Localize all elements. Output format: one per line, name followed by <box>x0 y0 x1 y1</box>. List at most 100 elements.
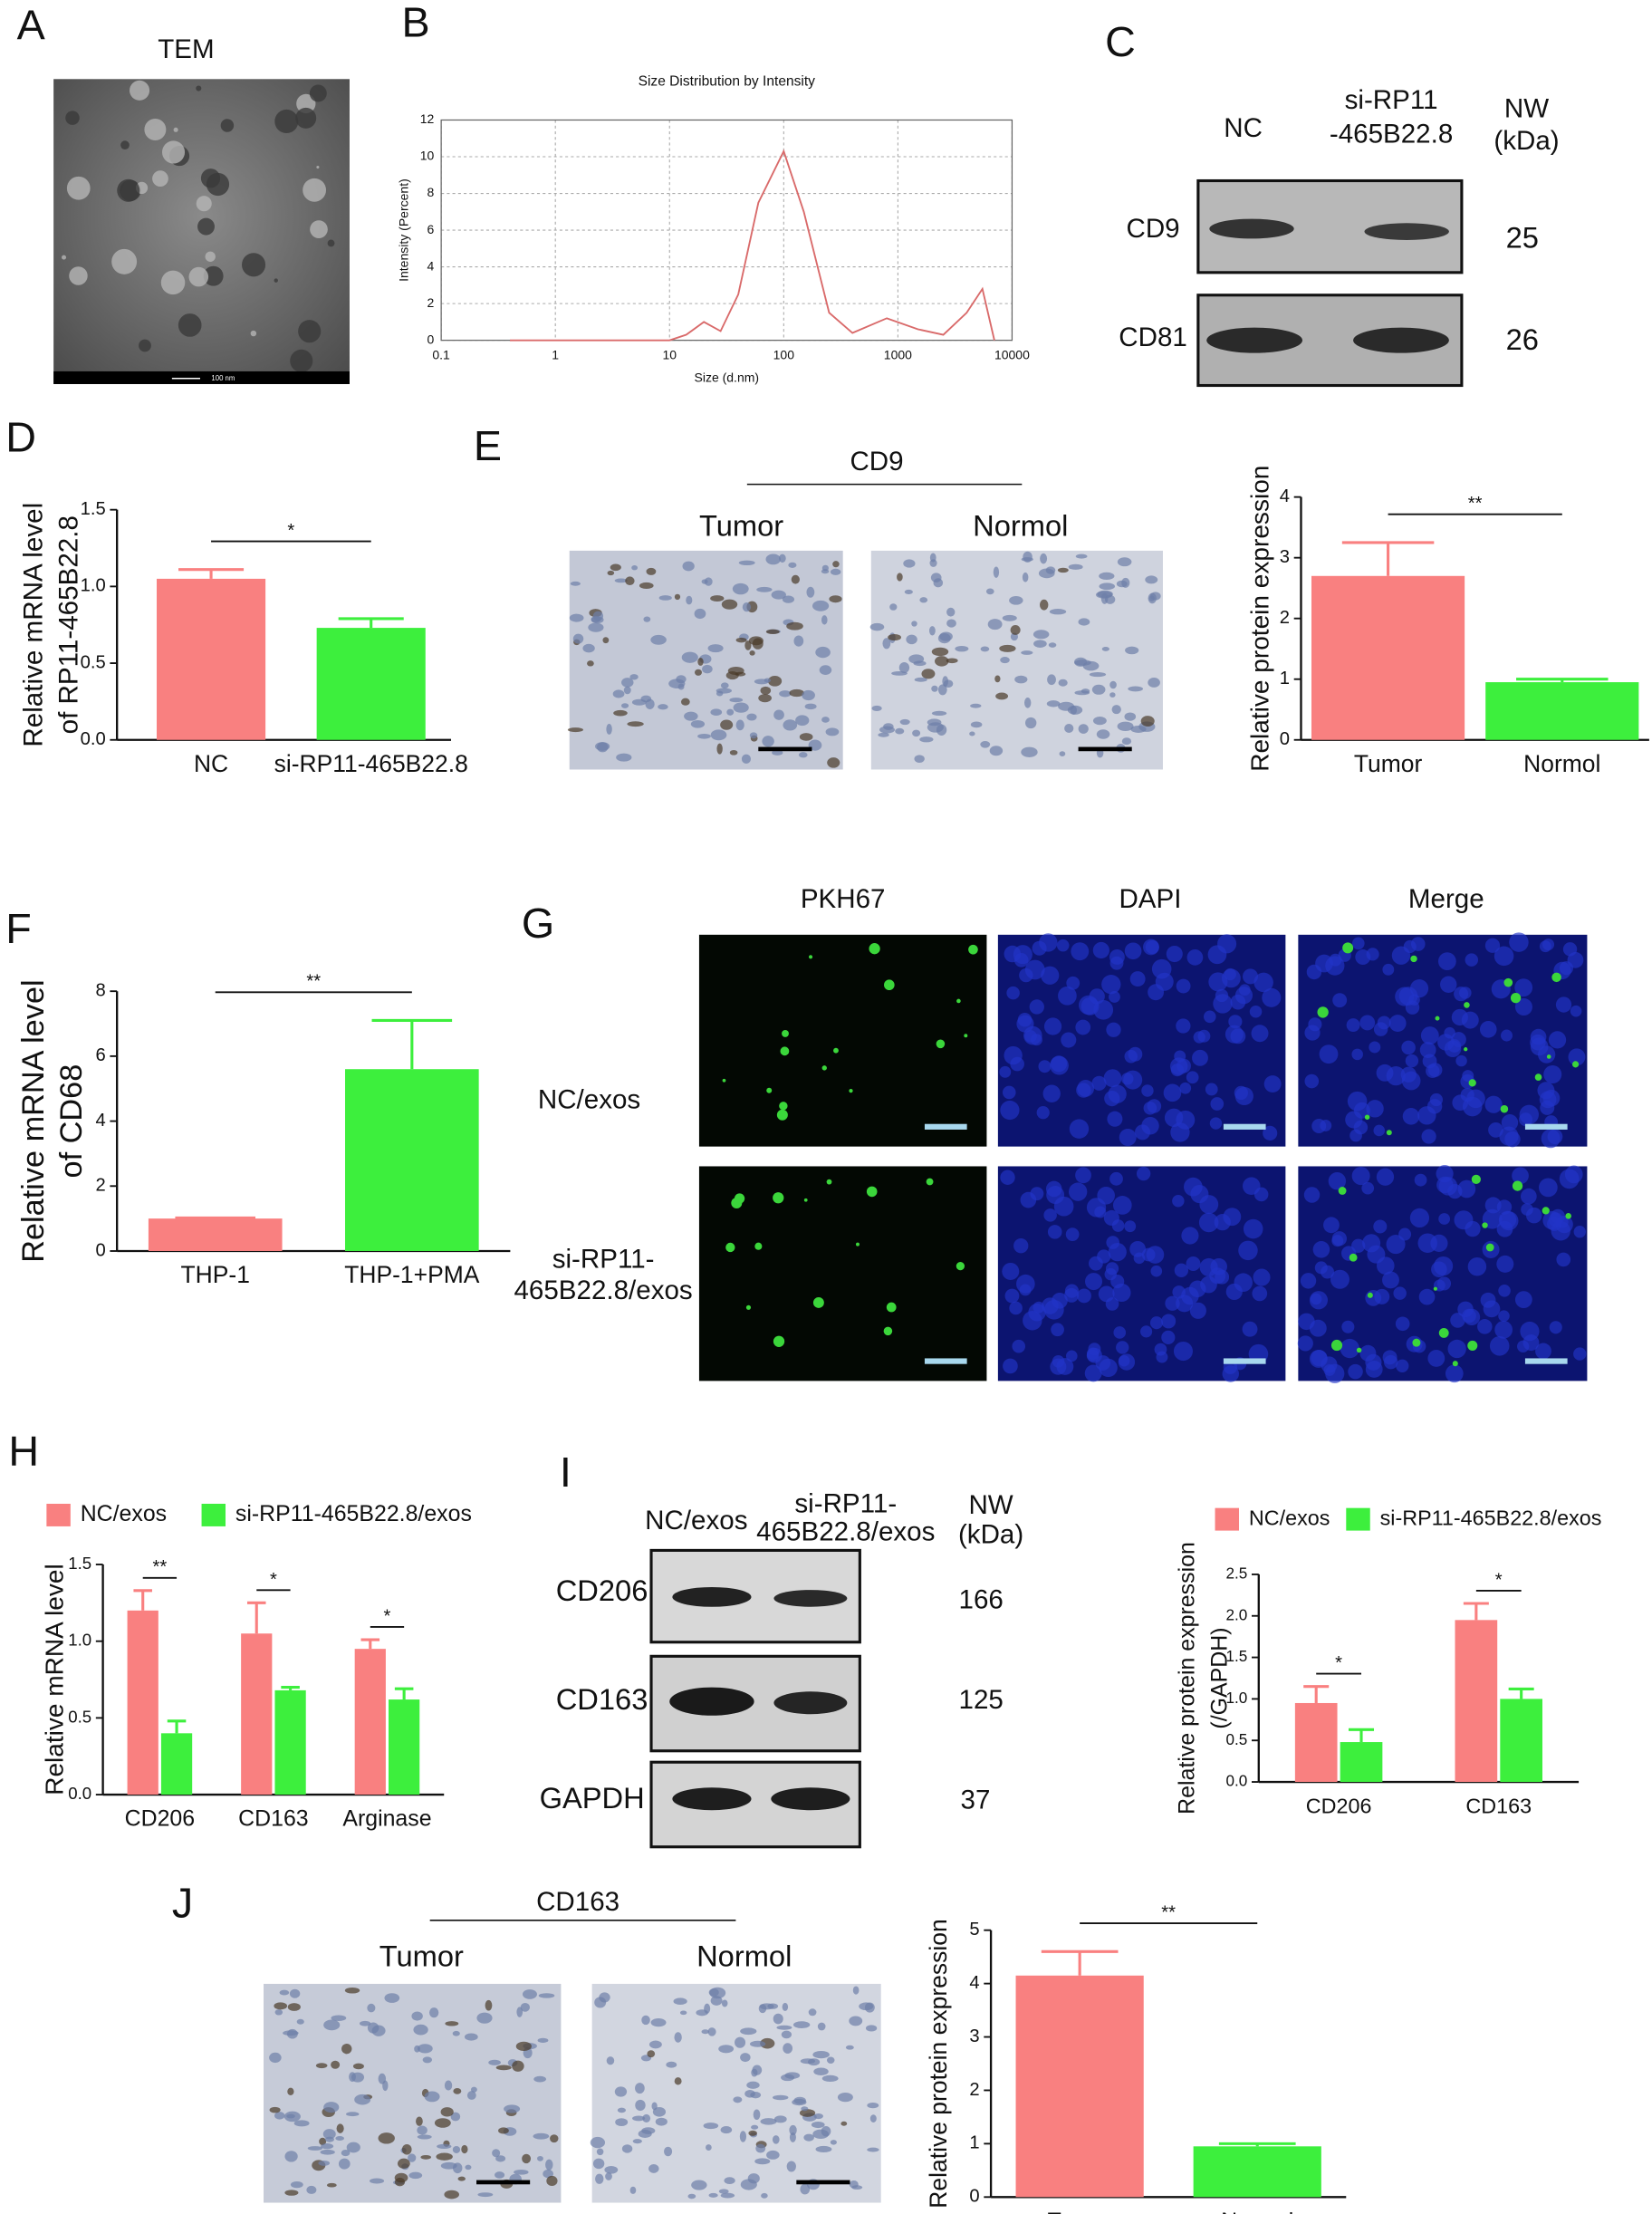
panel-label: J <box>172 1880 193 1927</box>
cell <box>570 581 581 586</box>
error-bar <box>1349 1728 1375 1743</box>
cell <box>767 2003 779 2009</box>
exosome-signal <box>1482 1222 1488 1228</box>
x-tick-label: Arginase <box>342 1806 431 1832</box>
blot-band <box>1364 223 1449 240</box>
tem-particle <box>327 239 335 247</box>
nucleus <box>1105 1262 1119 1275</box>
bar <box>127 1610 158 1795</box>
cell <box>369 2178 385 2184</box>
nucleus <box>1483 1300 1501 1318</box>
cell <box>341 2044 352 2055</box>
cell <box>994 675 1001 683</box>
nucleus <box>1238 984 1251 996</box>
cell <box>1148 678 1160 688</box>
image-column: Tumor <box>379 1940 464 1973</box>
cell <box>766 2150 780 2160</box>
cell <box>354 2094 371 2105</box>
cell <box>738 560 755 565</box>
nucleus <box>1479 1021 1497 1038</box>
cell <box>701 579 708 584</box>
nucleus <box>1228 1015 1243 1029</box>
y-axis-label: of CD68 <box>54 1064 89 1179</box>
cell <box>788 562 797 568</box>
cell <box>664 2146 673 2157</box>
cell <box>720 682 729 688</box>
error-bar <box>1463 1602 1489 1621</box>
cell <box>1046 700 1061 708</box>
exosome-signal <box>856 1242 860 1247</box>
cell <box>758 694 772 703</box>
exosome-signal <box>1342 942 1354 954</box>
scale-bar <box>1223 1123 1266 1130</box>
cell <box>1078 618 1090 626</box>
blot-band <box>773 1590 848 1607</box>
cell <box>306 2185 317 2194</box>
cell <box>416 2116 423 2126</box>
cell <box>849 2016 863 2026</box>
nucleus <box>1341 1320 1355 1333</box>
cell <box>607 570 615 576</box>
cell <box>602 637 610 644</box>
cell <box>955 645 969 652</box>
y-tick-label: 0.5 <box>68 1707 91 1726</box>
nucleus <box>1323 1217 1340 1234</box>
nucleus <box>1119 1129 1137 1147</box>
y-tick-label: 1.5 <box>81 499 106 519</box>
exosome-signal <box>1317 1006 1329 1018</box>
blot-row: CD81 <box>1119 322 1187 352</box>
cell <box>284 2190 299 2196</box>
nucleus <box>1161 1330 1176 1344</box>
cell <box>1121 577 1130 588</box>
tem-particle <box>250 330 257 337</box>
exosome-signal <box>1510 993 1522 1004</box>
cell <box>1121 737 1132 746</box>
tem-particle <box>161 140 186 164</box>
cell <box>720 719 734 730</box>
nucleus <box>1043 1017 1062 1035</box>
cell <box>812 2050 830 2059</box>
y-axis-label: Relative mRNA level <box>19 503 49 747</box>
nucleus <box>1460 1087 1474 1102</box>
nucleus <box>1348 1363 1363 1380</box>
nucleus <box>1548 1212 1563 1227</box>
significance-label: ** <box>306 972 321 992</box>
cell <box>735 637 747 643</box>
cell <box>701 2029 710 2035</box>
exosome-signal <box>869 943 880 955</box>
blot-unit: (kDa) <box>1494 126 1559 156</box>
nucleus <box>1465 953 1479 967</box>
nucleus <box>1089 988 1105 1005</box>
tem-title: TEM <box>158 34 214 64</box>
cell <box>445 2021 459 2026</box>
cell <box>461 2144 468 2154</box>
nucleus <box>1038 1060 1052 1073</box>
nucleus <box>1477 1319 1493 1334</box>
cell <box>287 2087 294 2095</box>
nucleus <box>1437 1034 1455 1051</box>
error-bar <box>133 1589 152 1611</box>
cell <box>1068 563 1083 570</box>
bar <box>345 1069 479 1251</box>
scale-bar <box>758 746 812 752</box>
cell <box>417 2125 427 2135</box>
cell <box>826 2056 835 2064</box>
cell <box>655 2117 668 2126</box>
nucleus <box>1234 1085 1249 1101</box>
cell <box>537 2037 549 2043</box>
panel-label: H <box>8 1428 39 1475</box>
nucleus <box>1462 1070 1474 1083</box>
cell <box>821 569 830 574</box>
error-bar <box>394 1687 414 1700</box>
nucleus <box>1004 1288 1020 1304</box>
ihc-texture <box>567 554 842 768</box>
cell <box>1058 679 1068 687</box>
cell <box>830 2140 837 2145</box>
x-tick-label: THP-1+PMA <box>344 1261 480 1288</box>
nucleus <box>1071 942 1090 961</box>
nucleus <box>1177 1058 1191 1073</box>
cell <box>587 660 594 667</box>
nucleus <box>1520 1188 1537 1205</box>
cell <box>322 2129 336 2140</box>
cell <box>1059 751 1066 757</box>
